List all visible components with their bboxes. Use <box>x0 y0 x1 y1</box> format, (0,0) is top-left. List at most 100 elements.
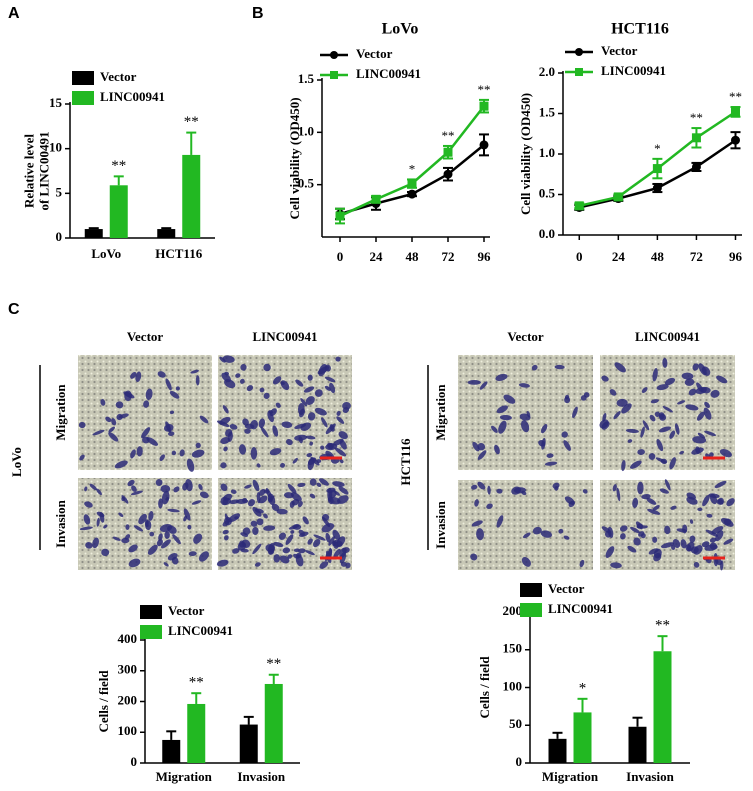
error-bar <box>113 175 124 186</box>
y-tick-label: 400 <box>118 631 138 646</box>
point <box>371 194 381 204</box>
y-axis-label: Cells / field <box>477 656 492 719</box>
stained-cell <box>670 505 677 510</box>
stained-cell <box>297 482 306 488</box>
stained-cell <box>79 454 85 461</box>
stained-cell <box>647 508 661 515</box>
y-tick-label: 10 <box>49 140 62 155</box>
stained-cell <box>148 511 154 521</box>
stained-cell <box>561 431 568 438</box>
stained-cell <box>333 548 341 559</box>
stained-cell <box>491 425 498 433</box>
stained-cell <box>676 528 688 533</box>
significance-label: ** <box>266 656 281 672</box>
legend-label: Vector <box>601 43 638 58</box>
stained-cell <box>276 508 288 515</box>
stained-cell <box>332 529 341 540</box>
significance-label: * <box>579 680 587 696</box>
stained-cell <box>116 413 123 421</box>
stained-cell <box>222 497 232 506</box>
stained-cell <box>309 493 316 499</box>
stained-cell <box>259 387 265 393</box>
error-bar <box>191 692 202 704</box>
x-tick-label: 72 <box>690 249 703 264</box>
stained-cell <box>293 553 300 559</box>
y-tick-label: 150 <box>503 641 523 656</box>
error-bar <box>243 715 254 725</box>
stained-cell <box>238 444 247 455</box>
stained-cell <box>229 424 238 430</box>
stained-cell <box>199 415 209 424</box>
stained-cell <box>693 561 700 568</box>
error-bar <box>552 731 563 739</box>
stained-cell <box>130 372 137 379</box>
legend-label: Vector <box>168 603 205 618</box>
error-bar <box>88 227 99 230</box>
stained-cell <box>609 389 617 396</box>
stained-cell <box>85 542 93 549</box>
stained-cell <box>496 515 504 528</box>
row-label: Invasion <box>53 499 68 547</box>
stained-cell <box>100 399 106 406</box>
stained-cell <box>171 556 179 565</box>
y-tick-label: 1.5 <box>539 104 556 119</box>
stained-cell <box>704 401 710 408</box>
stained-cell <box>159 454 165 461</box>
panel-label: C <box>8 301 20 318</box>
stained-cell <box>709 493 718 505</box>
stained-cell <box>477 442 486 451</box>
stained-cell <box>220 483 228 492</box>
bar <box>162 739 181 763</box>
stained-cell <box>511 486 522 495</box>
stained-cell <box>263 392 270 399</box>
y-tick-label: 15 <box>49 95 63 110</box>
stained-cell <box>723 538 734 545</box>
x-tick-label: 24 <box>370 249 384 264</box>
bar <box>182 154 201 238</box>
stained-cell <box>613 411 621 420</box>
stained-cell <box>636 525 648 529</box>
cell-line-label: LoVo <box>9 447 24 477</box>
stained-cell <box>656 439 664 452</box>
stained-cell <box>724 518 732 526</box>
stained-cell <box>185 478 193 492</box>
stained-cell <box>582 489 588 494</box>
significance-label: ** <box>690 110 703 125</box>
stained-cell <box>173 486 180 493</box>
stained-cell <box>307 412 316 421</box>
stained-cell <box>290 530 295 534</box>
stained-cell <box>167 508 180 513</box>
stained-cell <box>650 399 659 404</box>
stained-cell <box>540 424 548 434</box>
stained-cell <box>695 446 701 454</box>
stained-cell <box>244 428 251 434</box>
stained-cell <box>324 385 331 391</box>
stained-cell <box>541 437 546 450</box>
stained-cell <box>314 407 327 416</box>
y-axis-label: Cells / field <box>96 670 111 733</box>
stained-cell <box>224 513 230 523</box>
stained-cell <box>692 363 699 371</box>
stained-cell <box>121 495 129 504</box>
stained-cell <box>131 485 137 492</box>
stained-cell <box>111 418 117 426</box>
stained-cell <box>263 513 268 519</box>
x-tick-label: 96 <box>729 249 743 264</box>
stained-cell <box>220 462 227 469</box>
stained-cell <box>703 407 712 420</box>
legend-label: Vector <box>100 69 137 84</box>
stained-cell <box>658 426 672 433</box>
x-tick-label: 24 <box>612 249 626 264</box>
stained-cell <box>572 406 578 419</box>
stained-cell <box>654 411 661 418</box>
significance-label: ** <box>442 128 455 143</box>
significance-label: ** <box>729 89 742 104</box>
stained-cell <box>680 539 687 549</box>
legend-swatch <box>140 605 162 619</box>
stained-cell <box>637 449 645 455</box>
stained-cell <box>161 490 170 505</box>
stained-cell <box>309 478 317 486</box>
stained-cell <box>143 400 150 408</box>
stained-cell <box>190 369 199 374</box>
